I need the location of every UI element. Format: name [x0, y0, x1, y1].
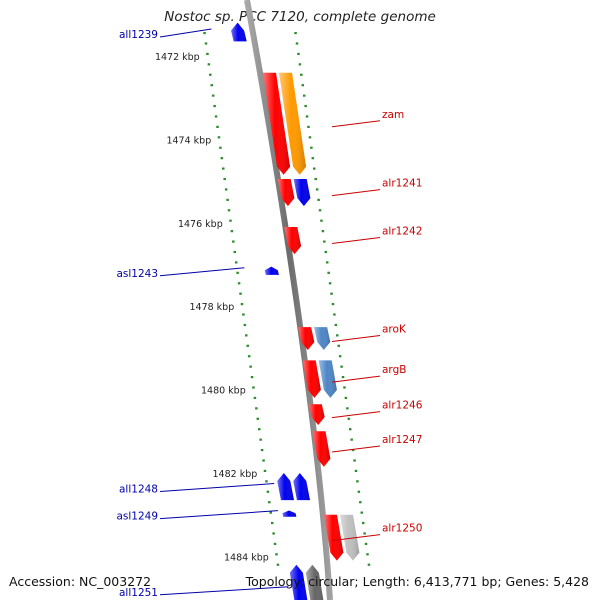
map-title: Nostoc sp. PCC 7120, complete genome: [164, 9, 436, 25]
gene-shading: [264, 266, 279, 275]
gene-shading: [277, 473, 294, 501]
gene-label-leader: [331, 237, 381, 245]
gene-label-leader: [331, 445, 381, 453]
gene-label-leader: [159, 28, 212, 38]
gene-label-argB[interactable]: argB: [382, 364, 406, 376]
gene-label-leader: [331, 120, 381, 128]
gene-shading: [277, 179, 295, 207]
tick-label: 1482 kbp: [213, 469, 258, 480]
gene-label-leader: [159, 267, 245, 277]
gene-label-alr1242[interactable]: alr1242: [382, 226, 422, 238]
gene-shading: [318, 360, 337, 398]
gene-label-leader: [331, 189, 381, 197]
gene-shading: [302, 360, 321, 398]
tick-label: 1484 kbp: [224, 552, 269, 563]
gene-label-all1251[interactable]: all1251: [119, 587, 158, 599]
gene-shading: [231, 22, 247, 42]
gene-shading: [308, 404, 325, 425]
gene-track: [231, 22, 360, 600]
gene-label-alr1241[interactable]: alr1241: [382, 178, 422, 190]
gene-label-alr1246[interactable]: alr1246: [382, 400, 423, 412]
gene-shading: [293, 179, 311, 207]
accession-label: Accession: NC_003272: [9, 574, 152, 589]
gene-shading: [263, 72, 291, 175]
gene-shading: [284, 227, 302, 255]
outer-tick-track: [294, 31, 371, 566]
gene-shading: [289, 564, 308, 600]
gene-shading: [282, 510, 297, 517]
gene-label-alr1250[interactable]: alr1250: [382, 523, 422, 535]
gene-shading: [340, 514, 360, 561]
gene-label-leader: [331, 375, 381, 383]
tick-label: 1474 kbp: [166, 135, 211, 146]
gene-shading: [324, 514, 344, 561]
gene-shading: [314, 327, 331, 350]
tick-label: 1480 kbp: [201, 386, 246, 397]
backbone: [244, 0, 333, 600]
topology-label: Topology: circular; Length: 6,413,771 bp…: [245, 574, 589, 589]
gene-label-leader: [159, 510, 278, 520]
gene-shading: [279, 72, 307, 175]
gene-label-aroK[interactable]: aroK: [382, 324, 407, 336]
gene-label-all1248[interactable]: all1248: [119, 484, 158, 496]
gene-label-leader: [331, 411, 381, 419]
tick-labels: 1472 kbp 1474 kbp 1476 kbp 1478 kbp 1480 kbp…: [155, 52, 269, 563]
gene-label-leader: [159, 483, 275, 493]
tick-label: 1478 kbp: [189, 302, 234, 313]
gene-label-asl1249[interactable]: asl1249: [116, 511, 158, 523]
gene-label-alr1247[interactable]: alr1247: [382, 434, 422, 446]
gene-label-leader: [331, 534, 381, 542]
gene-label-leader: [159, 586, 289, 596]
gene-label-leader: [331, 335, 381, 343]
inner-tick-track: [203, 31, 280, 566]
gene-shading: [312, 431, 331, 467]
tick-label: 1472 kbp: [155, 52, 200, 63]
tick-label: 1476 kbp: [178, 219, 223, 230]
gene-label-zam[interactable]: zam: [382, 109, 404, 121]
gene-label-all1239[interactable]: all1239: [119, 29, 158, 41]
gene-shading: [298, 327, 315, 350]
gene-labels: all1239 zam alr1241 alr1242 asl1243 aroK argB a…: [116, 28, 423, 599]
gene-shading: [305, 564, 324, 600]
gene-label-asl1243[interactable]: asl1243: [116, 268, 158, 280]
gene-shading: [293, 473, 310, 501]
